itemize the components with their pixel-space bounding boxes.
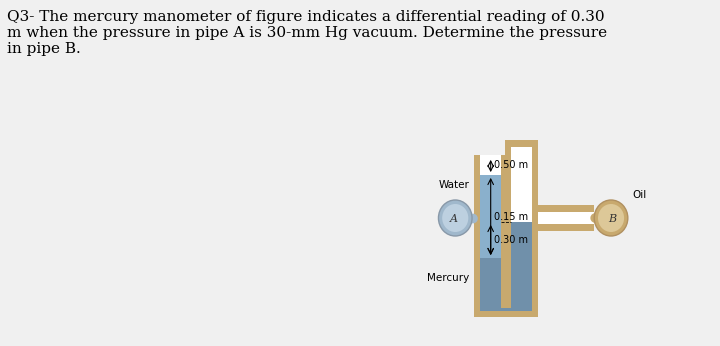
Bar [511, 222, 532, 310]
Bar [480, 175, 501, 258]
Circle shape [438, 200, 472, 236]
Bar [501, 155, 508, 317]
Text: 0.15 m: 0.15 m [495, 211, 528, 221]
Text: Mercury: Mercury [427, 273, 469, 283]
Bar [539, 224, 594, 231]
Bar [480, 155, 501, 310]
Bar [505, 140, 511, 317]
Bar [511, 147, 532, 310]
Bar [474, 310, 539, 317]
Text: 0.30 m: 0.30 m [495, 235, 528, 245]
Text: Water: Water [438, 180, 469, 190]
Circle shape [594, 200, 628, 236]
Bar [480, 258, 501, 310]
Bar [480, 309, 532, 310]
Text: A: A [450, 214, 459, 224]
Bar [505, 140, 539, 147]
Bar [539, 205, 594, 212]
Text: Q3- The mercury manometer of figure indicates a differential reading of 0.30
m w: Q3- The mercury manometer of figure indi… [7, 10, 608, 56]
Bar [474, 155, 480, 317]
Circle shape [442, 204, 468, 232]
Bar [539, 212, 594, 224]
Bar [480, 308, 532, 311]
Text: B: B [608, 214, 616, 224]
Text: Oil: Oil [632, 190, 647, 200]
Text: 0.50 m: 0.50 m [495, 160, 528, 170]
Bar [532, 140, 539, 317]
Circle shape [598, 204, 624, 232]
